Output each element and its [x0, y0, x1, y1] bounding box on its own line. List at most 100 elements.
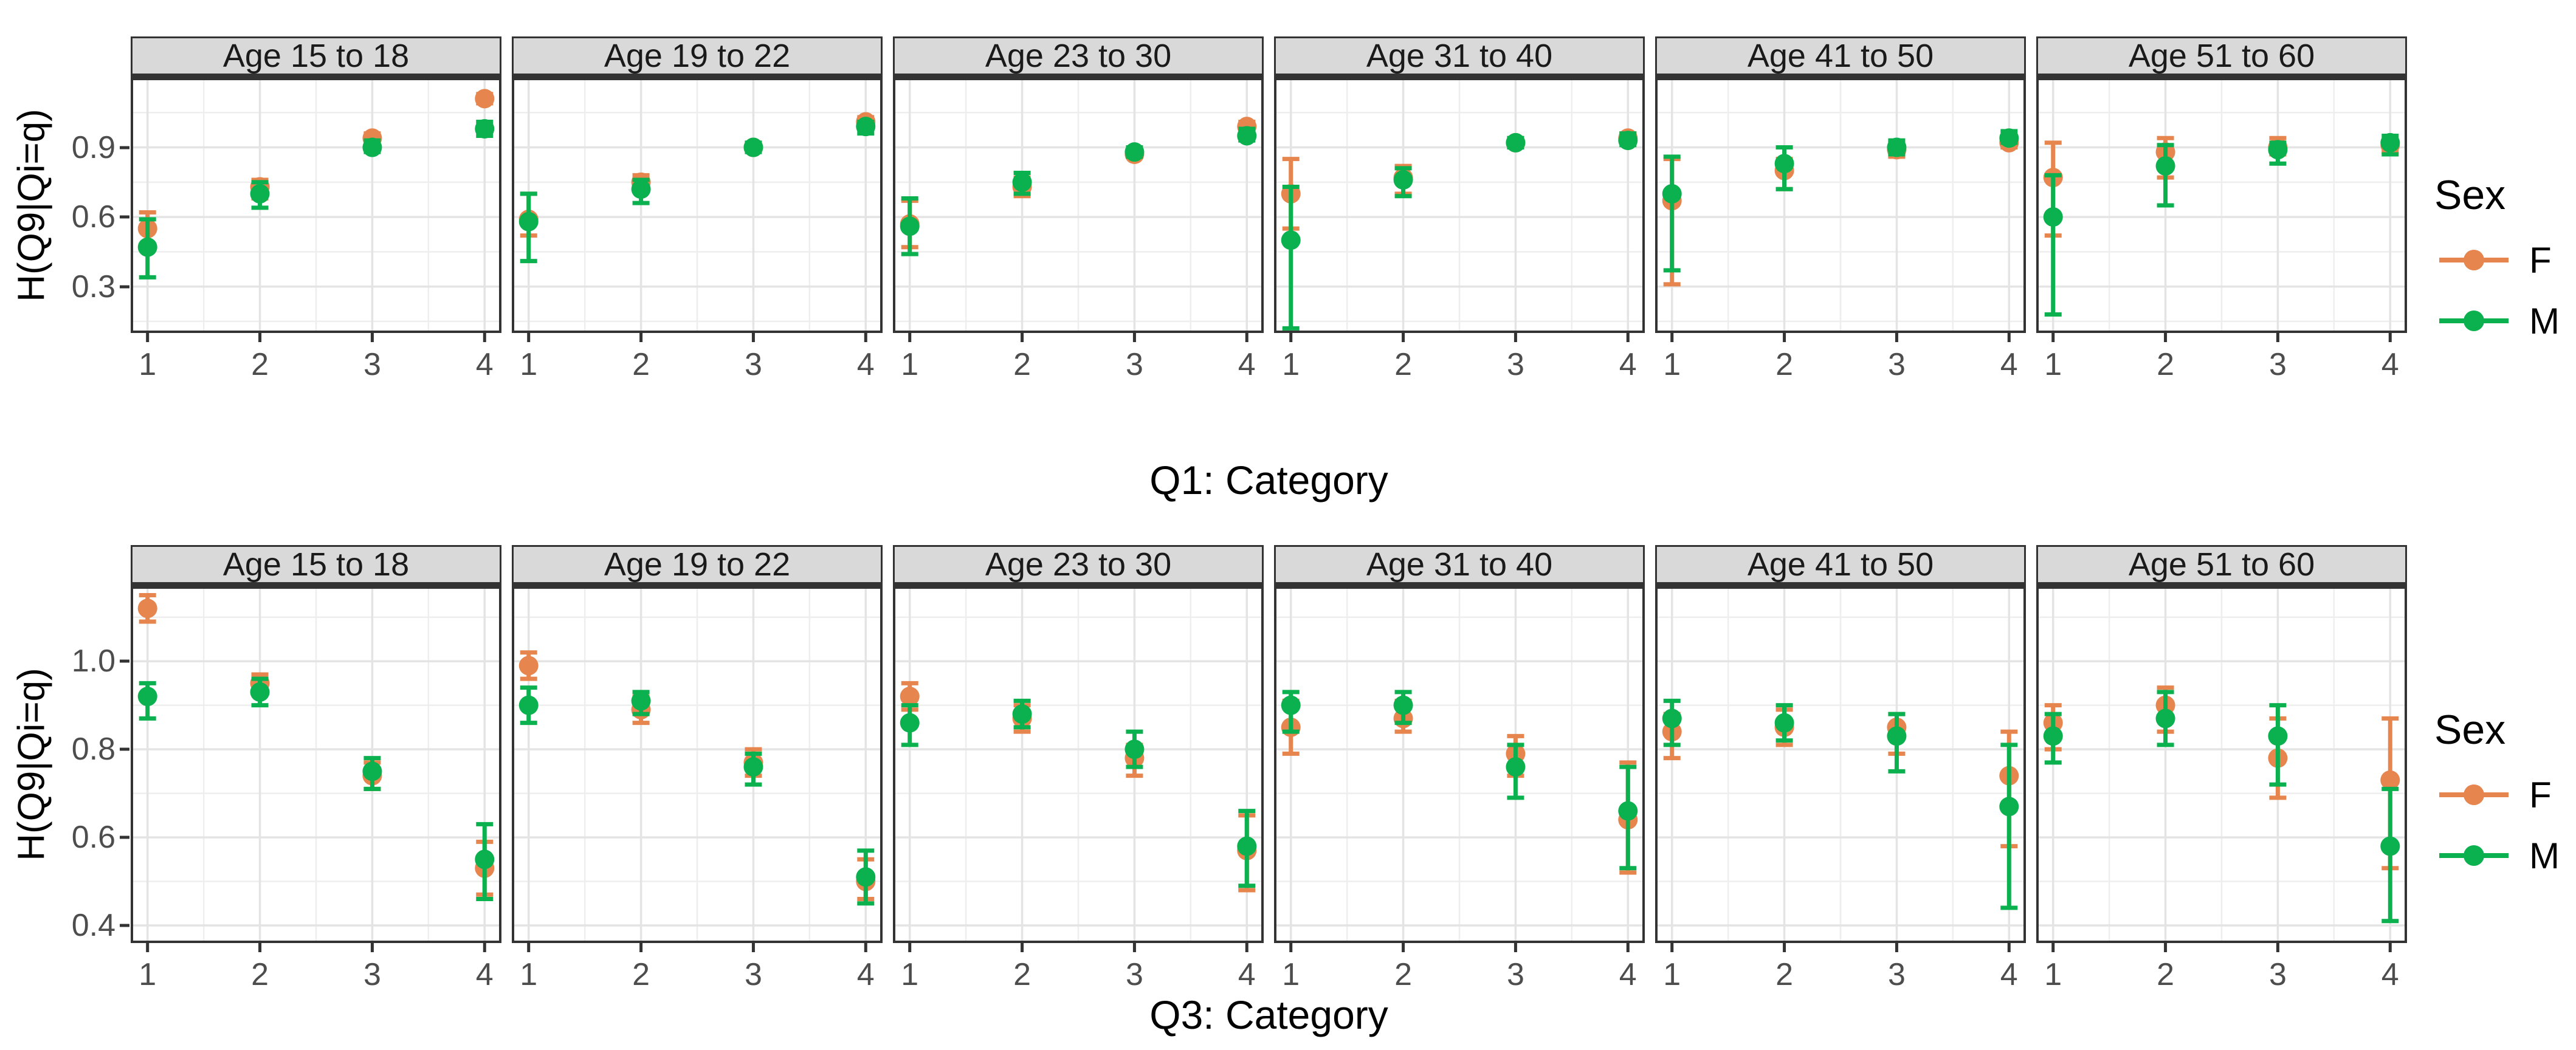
point-m-x3: [1124, 142, 1145, 162]
facet-strip-label: Age 51 to 60: [2128, 38, 2315, 74]
m-pointrange-key-icon: [2439, 845, 2509, 866]
y-tick-label-q1: 0.9: [71, 129, 115, 165]
panel-q1-age-51-to-60: [2036, 78, 2407, 342]
series-m: [1281, 131, 1638, 331]
x-tick-label: 2: [1394, 347, 1413, 382]
x-tick-label: 3: [1887, 957, 1906, 992]
x-tick-label: 1: [139, 347, 157, 382]
point-m-x3: [743, 757, 763, 777]
facet-strip: Age 31 to 40: [1274, 36, 1645, 78]
point-m-x3: [1506, 132, 1526, 153]
point-m-x1: [1662, 709, 1682, 729]
legend-title: Sex: [2434, 707, 2506, 753]
x-tick-label: 4: [1619, 347, 1637, 382]
x-tick-label: 3: [1125, 347, 1143, 382]
point-m-x2: [631, 179, 651, 199]
point-m-x3: [1887, 137, 1907, 157]
facet-strip-label: Age 31 to 40: [1366, 38, 1553, 74]
facet-strip: Age 51 to 60: [2036, 545, 2407, 586]
legend-entry-f: F: [2434, 230, 2574, 290]
point-m-x2: [1393, 695, 1413, 715]
panel-q1-age-19-to-22: [512, 78, 883, 342]
series-m: [900, 126, 1257, 256]
x-tick-label: 3: [744, 957, 762, 992]
point-m-x2: [1774, 713, 1794, 733]
x-tick-label: 2: [1013, 957, 1031, 992]
x-tick-label: 4: [2000, 347, 2018, 382]
point-m-x3: [1506, 757, 1526, 777]
series-m: [2043, 690, 2400, 924]
x-tick-label: 2: [632, 347, 650, 382]
point-m-x3: [1124, 739, 1145, 760]
point-m-x1: [518, 211, 539, 232]
point-m-x1: [137, 237, 157, 257]
x-tick-label: 1: [901, 957, 919, 992]
panel-q3-age-15-to-18: [131, 586, 501, 952]
legend-entry-label: F: [2529, 239, 2552, 281]
point-m-x2: [2155, 156, 2175, 176]
y-tick-label-q3: 1.0: [71, 643, 115, 679]
y-tick-mark: [120, 285, 129, 289]
point-m-x1: [1281, 695, 1301, 715]
facet-strip: Age 19 to 22: [512, 36, 883, 78]
x-tick-label: 1: [2044, 957, 2062, 992]
series-m: [1281, 690, 1638, 871]
series-m: [2043, 132, 2400, 317]
y-tick-mark: [120, 836, 129, 839]
panel-q3-age-19-to-22: [512, 586, 883, 952]
series-m: [1662, 128, 2019, 273]
facet-strip-label: Age 51 to 60: [2128, 546, 2315, 583]
series-m: [1662, 698, 2019, 910]
series-m: [518, 685, 876, 906]
x-tick-label: 1: [1663, 347, 1681, 382]
x-axis-title-q3: Q3: Category: [1149, 992, 1388, 1037]
x-tick-label: 4: [2381, 957, 2399, 992]
x-tick-label: 1: [1663, 957, 1681, 992]
point-m-x2: [1774, 154, 1794, 174]
point-m-x4: [1999, 797, 2019, 817]
y-tick-label-q1: 0.6: [71, 199, 115, 235]
x-tick-label: 2: [1775, 957, 1794, 992]
panel-q3-age-23-to-30: [893, 586, 1264, 952]
f-pointrange-key-icon: [2439, 784, 2509, 805]
point-m-x1: [1662, 184, 1682, 204]
x-tick-label: 2: [1775, 347, 1794, 382]
point-f-x4: [2380, 770, 2400, 790]
panel-q1-age-23-to-30: [893, 78, 1264, 342]
point-m-x2: [1012, 172, 1032, 192]
x-tick-label: 1: [1282, 957, 1300, 992]
point-m-x4: [2380, 132, 2400, 153]
facet-strip: Age 51 to 60: [2036, 36, 2407, 78]
panel-q1-age-15-to-18: [131, 78, 501, 342]
x-tick-label: 1: [1282, 347, 1300, 382]
series-m: [518, 117, 876, 264]
series-m: [137, 676, 495, 902]
point-f-x1: [137, 599, 157, 619]
x-tick-label: 1: [2044, 347, 2062, 382]
facet-strip: Age 23 to 30: [893, 36, 1264, 78]
legend-sex-bottom: Sex F M: [2434, 706, 2574, 886]
m-pointrange-key-icon: [2439, 311, 2509, 331]
point-m-x4: [856, 867, 876, 887]
y-tick-label-q3: 0.4: [71, 908, 115, 943]
point-m-x2: [250, 184, 270, 204]
facet-strip: Age 41 to 50: [1655, 36, 2026, 78]
x-tick-label: 3: [2268, 347, 2287, 382]
facet-strip: Age 31 to 40: [1274, 545, 1645, 586]
y-tick-mark: [120, 924, 129, 927]
point-m-x2: [250, 682, 270, 702]
y-tick-label-q3: 0.8: [71, 732, 115, 767]
x-tick-label: 3: [1125, 957, 1143, 992]
x-tick-label: 4: [2381, 347, 2399, 382]
facet-strip-label: Age 15 to 18: [222, 546, 410, 583]
series-m: [137, 119, 495, 280]
facet-strip-label: Age 23 to 30: [985, 546, 1172, 583]
y-tick-mark: [120, 146, 129, 149]
point-m-x4: [1237, 836, 1257, 856]
point-m-x1: [900, 713, 920, 733]
x-tick-label: 2: [632, 957, 650, 992]
panel-q3-age-51-to-60: [2036, 586, 2407, 952]
point-m-x1: [2043, 726, 2063, 746]
point-m-x3: [1887, 726, 1907, 746]
